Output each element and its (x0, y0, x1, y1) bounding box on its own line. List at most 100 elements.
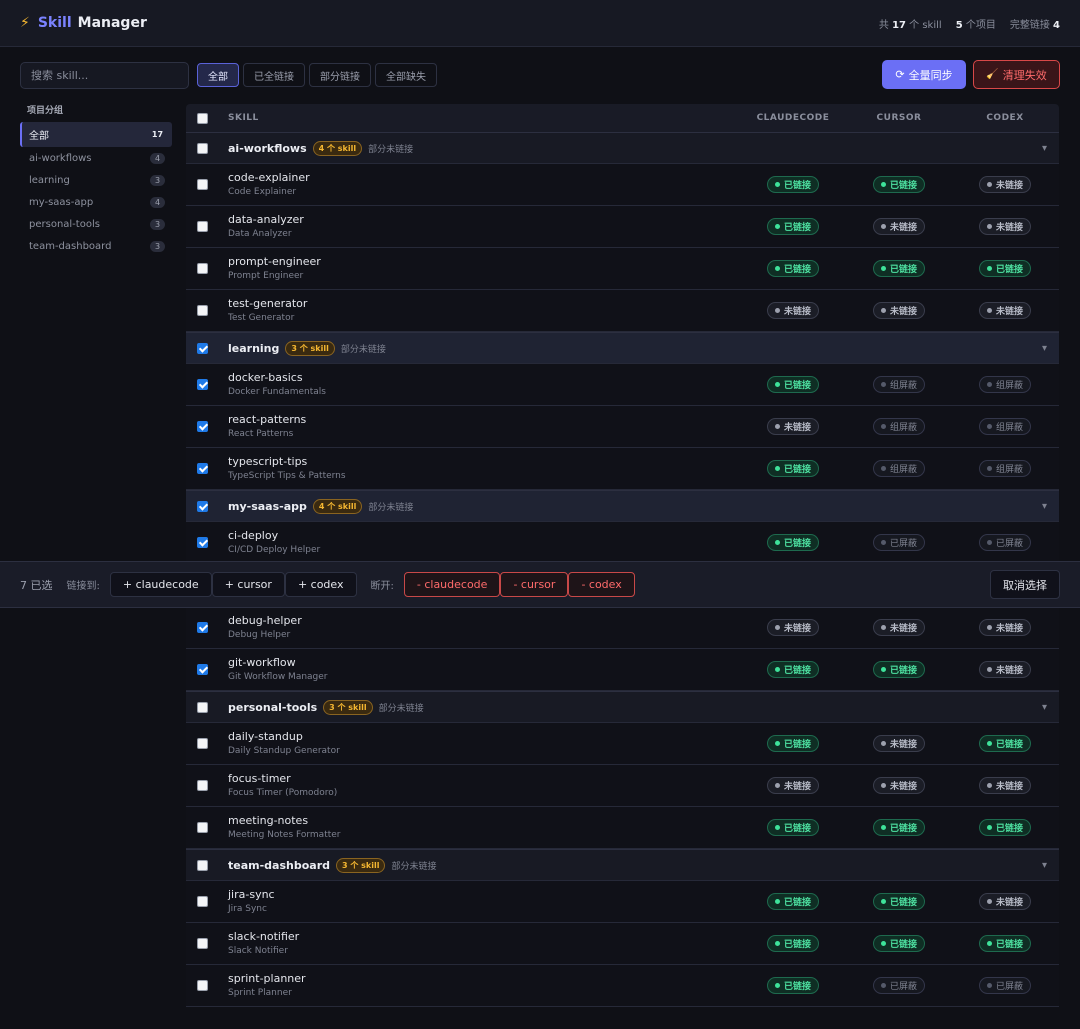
sidebar-item-all[interactable]: 全部 17 (20, 122, 172, 147)
status-codex-pill[interactable]: 未链接 (978, 661, 1031, 678)
status-cursor-pill[interactable]: 已链接 (872, 819, 925, 836)
status-claudecode-pill[interactable]: 已链接 (766, 260, 819, 277)
filter-all[interactable]: 全部 (197, 63, 239, 87)
filter-fully-linked[interactable]: 已全链接 (243, 63, 305, 87)
group-row[interactable]: ai-workflows 4 个 skill 部分未链接 ▾ (186, 132, 1059, 164)
row-checkbox[interactable] (196, 738, 208, 749)
status-codex-pill[interactable]: 未链接 (978, 302, 1031, 319)
status-codex-pill[interactable]: 组屏蔽 (978, 376, 1031, 393)
status-cursor-pill[interactable]: 已链接 (872, 935, 925, 952)
row-checkbox[interactable] (196, 664, 208, 675)
row-checkbox[interactable] (196, 537, 208, 548)
group-row[interactable]: learning 3 个 skill 部分未链接 ▾ (186, 332, 1059, 364)
row-checkbox[interactable] (196, 938, 208, 949)
chevron-down-icon[interactable]: ▾ (1041, 500, 1047, 512)
row-checkbox[interactable] (196, 221, 208, 232)
filter-all-missing[interactable]: 全部缺失 (375, 63, 437, 87)
select-all-checkbox[interactable] (196, 112, 208, 124)
status-codex-pill[interactable]: 未链接 (978, 777, 1031, 794)
status-codex-pill[interactable]: 未链接 (978, 893, 1031, 910)
status-claudecode-pill[interactable]: 已链接 (766, 218, 819, 235)
status-cursor-pill[interactable]: 未链接 (872, 302, 925, 319)
status-claudecode-pill[interactable]: 未链接 (766, 619, 819, 636)
status-claudecode-pill[interactable]: 已链接 (766, 460, 819, 477)
group-row[interactable]: personal-tools 3 个 skill 部分未链接 ▾ (186, 691, 1059, 723)
status-cursor-pill[interactable]: 已屏蔽 (872, 534, 925, 551)
status-claudecode-pill[interactable]: 已链接 (766, 935, 819, 952)
status-cursor-pill[interactable]: 未链接 (872, 735, 925, 752)
row-checkbox[interactable] (196, 379, 208, 390)
chevron-down-icon[interactable]: ▾ (1041, 142, 1047, 154)
status-cursor-pill[interactable]: 已链接 (872, 893, 925, 910)
link-cursor-button[interactable]: + cursor (211, 572, 285, 597)
status-claudecode-pill[interactable]: 已链接 (766, 893, 819, 910)
row-checkbox[interactable] (196, 622, 208, 633)
status-codex-pill[interactable]: 已链接 (978, 735, 1031, 752)
status-codex-pill[interactable]: 已屏蔽 (978, 977, 1031, 994)
status-cursor-pill[interactable]: 未链接 (872, 619, 925, 636)
row-checkbox[interactable] (196, 896, 208, 907)
status-cursor-pill[interactable]: 未链接 (872, 777, 925, 794)
status-cursor-pill[interactable]: 组屏蔽 (872, 376, 925, 393)
unlink-claudecode-button[interactable]: - claudecode (403, 572, 501, 597)
row-checkbox[interactable] (196, 463, 208, 474)
sidebar-item-ai-workflows[interactable]: ai-workflows 4 (20, 147, 172, 169)
unlink-cursor-button[interactable]: - cursor (500, 572, 569, 597)
row-checkbox[interactable] (196, 305, 208, 316)
status-codex-pill[interactable]: 已链接 (978, 935, 1031, 952)
link-claudecode-button[interactable]: + claudecode (109, 572, 212, 597)
status-cursor-pill[interactable]: 已链接 (872, 176, 925, 193)
filter-partially-linked[interactable]: 部分链接 (309, 63, 371, 87)
chevron-down-icon[interactable]: ▾ (1041, 859, 1047, 871)
row-checkbox[interactable] (196, 780, 208, 791)
status-claudecode-pill[interactable]: 已链接 (766, 977, 819, 994)
row-checkbox[interactable] (196, 980, 208, 991)
group-checkbox[interactable] (196, 859, 208, 871)
status-cursor-pill[interactable]: 已链接 (872, 661, 925, 678)
clean-invalid-button[interactable]: 🧹 清理失效 (973, 60, 1060, 89)
sidebar-item-my-saas-app[interactable]: my-saas-app 4 (20, 191, 172, 213)
sidebar-item-learning[interactable]: learning 3 (20, 169, 172, 191)
status-claudecode-pill[interactable]: 未链接 (766, 418, 819, 435)
status-codex-pill[interactable]: 已链接 (978, 819, 1031, 836)
link-codex-button[interactable]: + codex (284, 572, 357, 597)
chevron-down-icon[interactable]: ▾ (1041, 342, 1047, 354)
status-cursor-pill[interactable]: 已屏蔽 (872, 977, 925, 994)
status-codex-pill[interactable]: 未链接 (978, 176, 1031, 193)
status-claudecode-pill[interactable]: 已链接 (766, 376, 819, 393)
group-row[interactable]: my-saas-app 4 个 skill 部分未链接 ▾ (186, 490, 1059, 522)
group-checkbox[interactable] (196, 701, 208, 713)
group-row[interactable]: team-dashboard 3 个 skill 部分未链接 ▾ (186, 849, 1059, 881)
status-codex-pill[interactable]: 未链接 (978, 218, 1031, 235)
status-cursor-pill[interactable]: 已链接 (872, 260, 925, 277)
status-codex-pill[interactable]: 组屏蔽 (978, 418, 1031, 435)
unlink-codex-button[interactable]: - codex (568, 572, 635, 597)
status-codex-pill[interactable]: 已链接 (978, 260, 1031, 277)
group-checkbox[interactable] (196, 342, 208, 354)
row-checkbox[interactable] (196, 263, 208, 274)
status-claudecode-pill[interactable]: 未链接 (766, 302, 819, 319)
group-checkbox[interactable] (196, 500, 208, 512)
status-claudecode-pill[interactable]: 已链接 (766, 735, 819, 752)
status-codex-pill[interactable]: 未链接 (978, 619, 1031, 636)
chevron-down-icon[interactable]: ▾ (1041, 701, 1047, 713)
sync-all-button[interactable]: ⟳ 全量同步 (882, 60, 966, 89)
row-checkbox[interactable] (196, 179, 208, 190)
sidebar-item-team-dashboard[interactable]: team-dashboard 3 (20, 235, 172, 257)
row-checkbox[interactable] (196, 421, 208, 432)
status-claudecode-pill[interactable]: 已链接 (766, 176, 819, 193)
status-claudecode-pill[interactable]: 已链接 (766, 819, 819, 836)
status-cursor-pill[interactable]: 组屏蔽 (872, 460, 925, 477)
status-claudecode-pill[interactable]: 已链接 (766, 661, 819, 678)
row-checkbox[interactable] (196, 822, 208, 833)
status-cursor-pill[interactable]: 组屏蔽 (872, 418, 925, 435)
status-claudecode-pill[interactable]: 已链接 (766, 534, 819, 551)
cancel-selection-button[interactable]: 取消选择 (990, 570, 1060, 599)
sidebar-item-personal-tools[interactable]: personal-tools 3 (20, 213, 172, 235)
status-codex-pill[interactable]: 组屏蔽 (978, 460, 1031, 477)
status-codex-pill[interactable]: 已屏蔽 (978, 534, 1031, 551)
search-input[interactable] (20, 62, 189, 89)
status-claudecode-pill[interactable]: 未链接 (766, 777, 819, 794)
status-cursor-pill[interactable]: 未链接 (872, 218, 925, 235)
group-checkbox[interactable] (196, 142, 208, 154)
